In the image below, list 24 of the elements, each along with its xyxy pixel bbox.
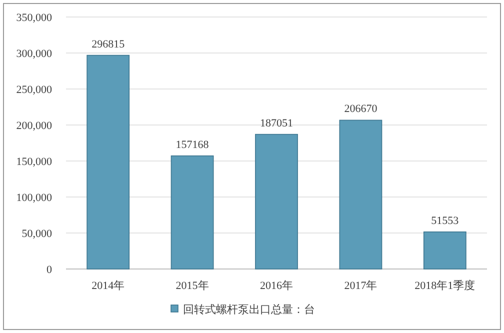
y-tick-label: 350,000 — [16, 12, 52, 24]
y-tick-label: 250,000 — [16, 84, 52, 96]
x-tick-label: 2015年 — [176, 280, 209, 292]
x-tick-label: 2018年1季度 — [414, 279, 476, 292]
bar — [86, 54, 130, 270]
x-tick-label: 2016年 — [260, 280, 293, 292]
x-tick-label: 2017年 — [344, 280, 378, 292]
y-tick-label: 0 — [46, 264, 52, 276]
bar — [255, 134, 298, 270]
bar — [339, 120, 382, 270]
y-tick-label: 300,000 — [16, 48, 52, 60]
y-tick-label: 200,000 — [16, 120, 52, 132]
data-label: 187051 — [260, 117, 293, 130]
y-tick-label: 50,000 — [22, 228, 52, 240]
y-tick-label: 150,000 — [16, 156, 52, 168]
bar — [423, 231, 466, 270]
data-label: 157168 — [176, 138, 210, 151]
x-tick-label: 2014年 — [92, 280, 125, 292]
legend-label: 回转式螺杆泵出口总量：台 — [183, 303, 315, 316]
y-tick-label: 100,000 — [16, 192, 52, 204]
data-label: 296815 — [92, 38, 126, 50]
data-label: 206670 — [344, 103, 378, 116]
data-label: 51553 — [431, 214, 460, 227]
bar — [170, 155, 214, 270]
